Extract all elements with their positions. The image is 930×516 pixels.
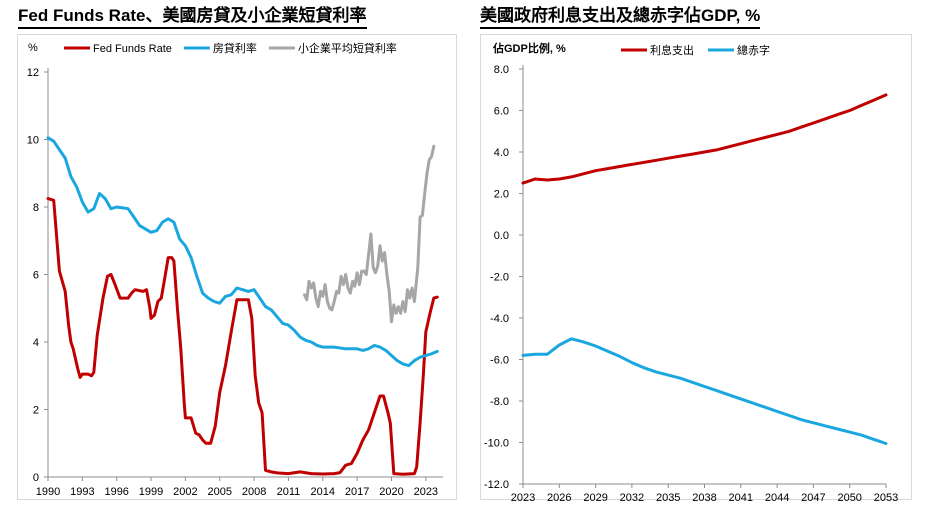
right-chart-panel: -12.0 -10.0 -8.0 -6.0 -4.0 -2.0 0.0 2.0 4.0 6.0 8.…	[480, 34, 912, 504]
x-tick-label: 2053	[874, 492, 898, 504]
x-tick-label: 1996	[104, 486, 128, 498]
y-tick-label: 2	[33, 405, 39, 417]
x-tick-label: 2047	[801, 492, 825, 504]
legend-label-3: 小企業平均短貸利率	[298, 41, 397, 55]
rates-line-chart: 0 2 4 6 8 10 12 1990 1993 1996 1999 2002 2005 2008 201…	[27, 41, 443, 498]
y-tick-label: 0	[33, 472, 39, 484]
y-tick-label: -4.0	[490, 313, 509, 325]
series-line-1	[521, 93, 888, 185]
x-tick-label: 2005	[207, 486, 231, 498]
x-tick-label: 2032	[620, 492, 644, 504]
y-tick-label: 4	[33, 337, 39, 349]
y-tick-label: 10	[27, 135, 39, 147]
right-chart-title: 美國政府利息支出及總赤字佔GDP, %	[480, 6, 761, 29]
y-tick-label: -6.0	[490, 355, 509, 367]
legend-label-1: 利息支出	[650, 43, 694, 57]
y-tick-label: -10.0	[484, 438, 509, 450]
x-tick-label: 1993	[70, 486, 94, 498]
y-tick-label: 12	[27, 67, 39, 79]
y-tick-label: -2.0	[490, 272, 509, 284]
x-tick-label: 2020	[379, 486, 403, 498]
legend-label-2: 房貸利率	[213, 41, 257, 55]
x-tick-label: 2050	[837, 492, 861, 504]
y-tick-label: 6	[33, 270, 39, 282]
series-line-3	[303, 144, 436, 324]
y-tick-label: 0.0	[494, 230, 509, 242]
y-tick-label: 4.0	[494, 147, 509, 159]
left-chart-panel: 0 2 4 6 8 10 12 1990 1993 1996 1999 2002 2005 2008 201…	[17, 34, 457, 500]
y-tick-label: 8.0	[494, 64, 509, 76]
x-tick-label: 2011	[277, 486, 301, 498]
x-tick-label: 2044	[765, 492, 789, 504]
series-line-2	[521, 337, 888, 445]
y-tick-label: 6.0	[494, 106, 509, 118]
y-tick-label: -8.0	[490, 396, 509, 408]
x-tick-label: 2014	[311, 486, 335, 498]
x-tick-label: 1999	[139, 486, 163, 498]
left-chart-title: Fed Funds Rate、美國房貸及小企業短貸利率	[18, 6, 367, 29]
legend-label-2: 總赤字	[737, 43, 770, 57]
x-tick-label: 2023	[511, 492, 535, 504]
series-line-1	[46, 197, 439, 476]
deficit-line-chart: -12.0 -10.0 -8.0 -6.0 -4.0 -2.0 0.0 2.0 4.0 6.0 8.…	[484, 41, 898, 504]
series-line-2	[46, 136, 439, 368]
x-tick-label: 2017	[345, 486, 369, 498]
y-axis-unit-label: %	[28, 42, 38, 54]
y-axis-unit-label: 佔GDP比例, %	[492, 41, 566, 55]
x-tick-label: 2008	[242, 486, 266, 498]
legend-label-1: Fed Funds Rate	[93, 43, 172, 55]
x-tick-label: 2023	[414, 486, 438, 498]
x-tick-label: 2029	[583, 492, 607, 504]
x-tick-label: 2002	[173, 486, 197, 498]
x-tick-label: 1990	[36, 486, 60, 498]
x-tick-label: 2038	[692, 492, 716, 504]
y-tick-label: 2.0	[494, 189, 509, 201]
x-tick-label: 2035	[656, 492, 680, 504]
x-tick-label: 2041	[729, 492, 753, 504]
y-tick-label: 8	[33, 202, 39, 214]
y-tick-label: -12.0	[484, 479, 509, 491]
x-tick-label: 2026	[547, 492, 571, 504]
